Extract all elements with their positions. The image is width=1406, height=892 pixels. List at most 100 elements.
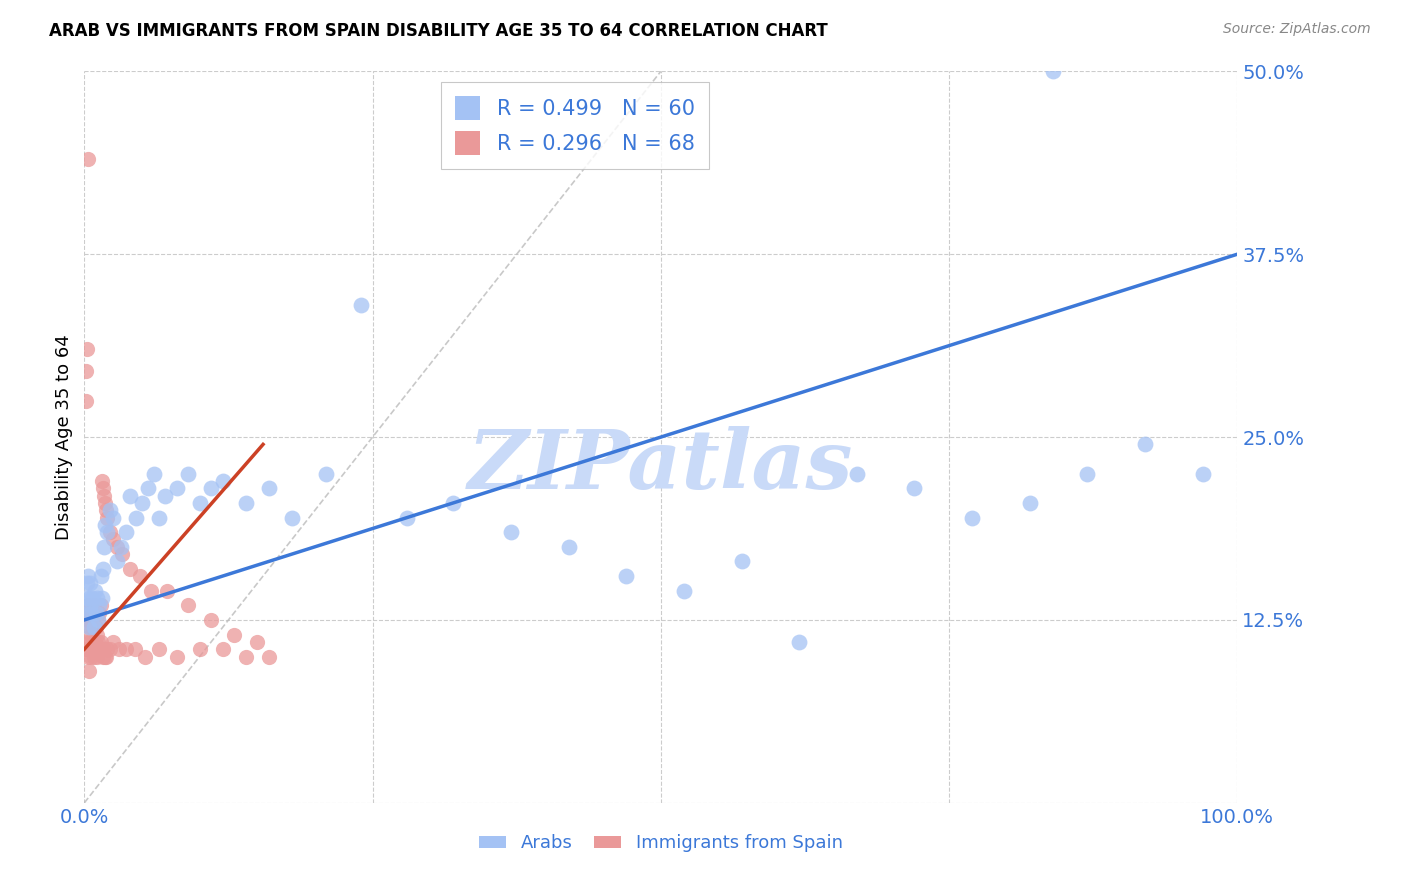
Point [103,635,124,649]
Point [235,649,257,664]
Point [557,540,579,554]
Point [89,599,111,613]
Point [93,489,115,503]
Text: ZIPatlas: ZIPatlas [468,426,853,507]
Point [94,649,117,664]
Point [89,642,111,657]
Point [396,510,419,524]
Point [84,642,107,657]
Point [246,635,269,649]
Point [281,510,304,524]
Point [156,583,179,598]
Point [166,649,188,664]
Point [82,591,104,605]
Point [84,606,107,620]
Point [177,467,200,481]
Point [103,533,124,547]
Point [960,510,983,524]
Point [76,613,98,627]
Point [200,613,222,627]
Point [77,620,100,634]
Point [79,576,101,591]
Point [730,554,752,568]
Point [79,613,101,627]
Point [98,525,121,540]
Point [188,496,211,510]
Point [76,343,98,357]
Y-axis label: Disability Age 35 to 64: Disability Age 35 to 64 [55,334,73,540]
Point [75,606,97,620]
Point [110,540,132,554]
Point [235,496,257,510]
Point [1191,467,1213,481]
Point [315,467,337,481]
Point [86,591,108,605]
Point [96,649,118,664]
Point [90,474,112,488]
Point [1076,467,1098,481]
Point [82,620,104,634]
Point [188,642,211,657]
Point [105,540,128,554]
Point [141,583,163,598]
Point [83,599,105,613]
Point [79,635,101,649]
Point [76,649,98,664]
Text: Source: ZipAtlas.com: Source: ZipAtlas.com [1223,22,1371,37]
Point [98,503,121,517]
Point [134,649,156,664]
Point [96,642,118,657]
Point [75,591,97,605]
Point [200,481,222,495]
Point [96,510,118,524]
Point [83,649,105,664]
Point [148,642,170,657]
Point [86,649,108,664]
Legend: Arabs, Immigrants from Spain: Arabs, Immigrants from Spain [472,827,849,860]
Point [103,510,124,524]
Point [83,583,105,598]
Point [83,620,105,634]
Point [115,525,138,540]
Text: ARAB VS IMMIGRANTS FROM SPAIN DISABILITY AGE 35 TO 64 CORRELATION CHART: ARAB VS IMMIGRANTS FROM SPAIN DISABILITY… [49,22,828,40]
Point [1133,437,1156,451]
Point [76,635,98,649]
Point [98,642,121,657]
Point [1018,496,1040,510]
Point [108,642,131,657]
Point [91,562,114,576]
Point [75,393,97,408]
Point [76,606,98,620]
Point [131,496,153,510]
Point [79,599,101,613]
Point [125,510,148,524]
Point [120,489,142,503]
Point [80,627,103,641]
Point [115,642,138,657]
Point [84,620,107,634]
Point [83,620,105,634]
Point [111,547,134,561]
Point [90,591,112,605]
Point [224,627,246,641]
Point [91,481,114,495]
Point [128,569,150,583]
Point [499,525,522,540]
Point [93,540,115,554]
Point [93,642,115,657]
Point [148,510,170,524]
Point [76,152,98,166]
Point [257,649,280,664]
Point [136,481,159,495]
Point [87,613,110,627]
Point [142,467,165,481]
Point [80,649,103,664]
Point [94,496,117,510]
Point [903,481,925,495]
Point [124,642,146,657]
Point [86,627,108,641]
Point [76,576,98,591]
Point [94,517,117,532]
Point [75,364,97,378]
Point [845,467,868,481]
